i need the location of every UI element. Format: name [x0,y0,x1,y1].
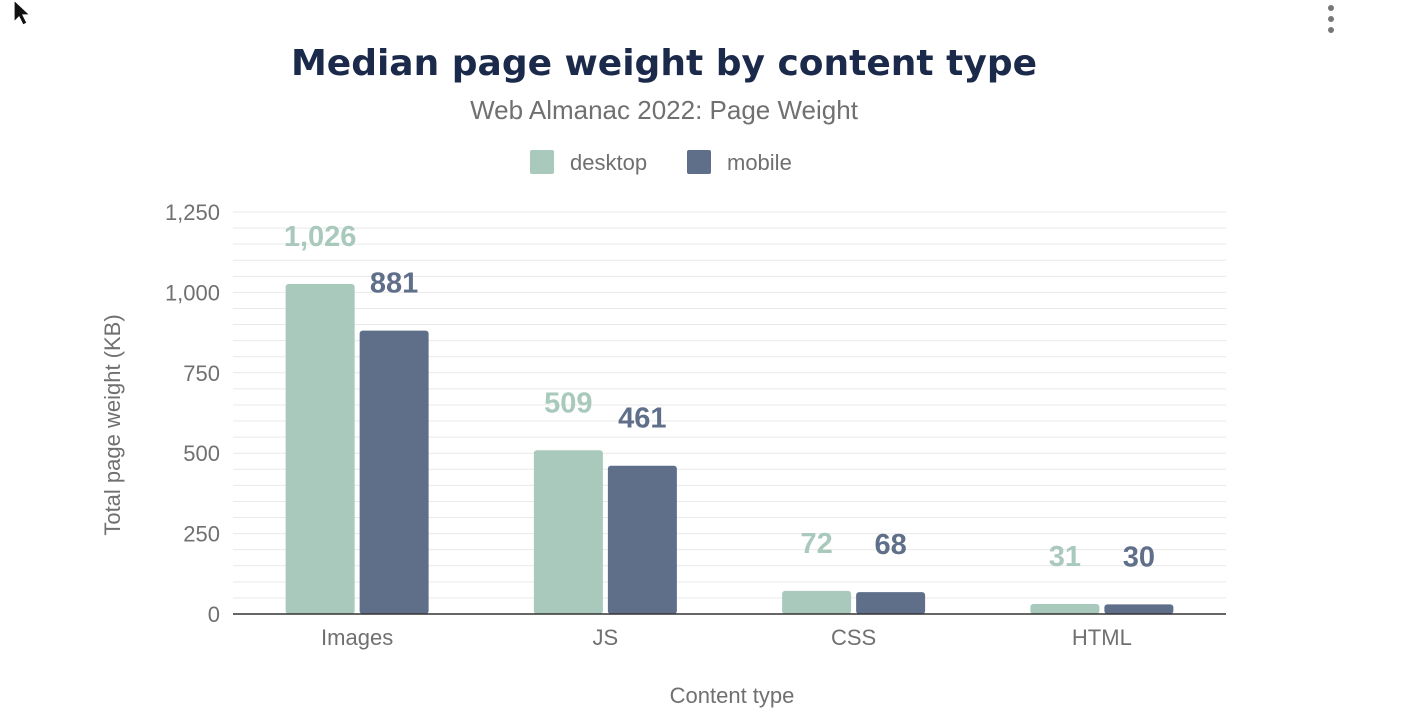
y-axis-ticks: 0 250 500 750 1,000 1,250 [165,200,220,627]
y-tick-label: 250 [183,522,220,547]
x-axis-title: Content type [670,683,795,708]
legend-swatch-mobile [687,150,711,174]
legend-label-desktop[interactable]: desktop [570,150,647,175]
bar-mobile-js [607,465,677,614]
bar-desktop-css [782,590,852,614]
y-tick-label: 750 [183,361,220,386]
y-tick-label: 1,000 [165,280,220,305]
x-category-label-js: JS [593,625,619,650]
bars [285,284,1174,614]
data-label-mobile-html: 30 [1123,541,1155,573]
data-label-mobile-images: 881 [370,268,418,300]
legend-swatch-desktop [530,150,554,174]
data-label-desktop-js: 509 [544,387,592,419]
bar-mobile-html [1104,604,1174,614]
y-tick-label: 0 [208,602,220,627]
chart-title: Median page weight by content type [291,43,1037,84]
bar-mobile-css [856,592,926,614]
y-tick-label: 1,250 [165,200,220,225]
legend: desktop mobile [530,150,792,175]
data-label-desktop-html: 31 [1049,541,1081,573]
chart-subtitle: Web Almanac 2022: Page Weight [470,95,859,125]
y-tick-label: 500 [183,441,220,466]
x-axis-categories: Images JS CSS HTML [321,625,1132,650]
data-label-desktop-images: 1,026 [284,221,357,253]
x-category-label-css: CSS [831,625,876,650]
data-label-mobile-css: 68 [874,529,906,561]
kebab-menu-icon[interactable] [1318,2,1344,36]
data-labels: 1,026 881 509 461 72 68 31 30 [284,221,1155,573]
bar-mobile-images [359,330,429,614]
data-label-mobile-js: 461 [618,403,666,435]
mouse-cursor-icon [13,0,32,26]
y-axis-title: Total page weight (KB) [100,314,125,535]
x-category-label-html: HTML [1072,625,1132,650]
data-label-desktop-css: 72 [800,528,832,560]
bar-desktop-html [1030,604,1100,614]
x-category-label-images: Images [321,625,393,650]
bar-desktop-js [533,450,603,614]
bar-desktop-images [285,284,355,614]
legend-label-mobile[interactable]: mobile [727,150,792,175]
